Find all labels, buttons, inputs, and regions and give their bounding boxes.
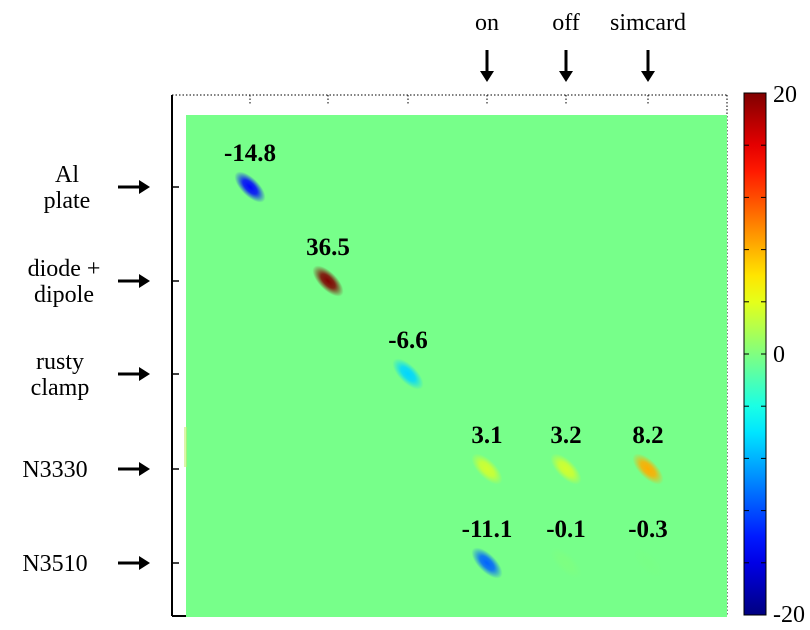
row-arrow-2 xyxy=(118,367,150,381)
column-label: off xyxy=(552,10,580,36)
column-arrow-0 xyxy=(480,50,494,82)
edge-artifact xyxy=(184,427,187,467)
heatmap-blob xyxy=(392,358,424,390)
labels-layer: -14.8 36.5 -6.6 3.1 3.2 8.2 -11.1 -0.1 -0.3 Al pla… xyxy=(22,10,686,577)
value-label: -6.6 xyxy=(388,327,428,354)
row-label: diode + dipole xyxy=(28,256,101,308)
column-arrow-1 xyxy=(559,50,573,82)
plot-area xyxy=(184,115,727,617)
column-label: simcard xyxy=(610,10,686,36)
row-arrow-0 xyxy=(118,180,150,194)
row-arrow-1 xyxy=(118,274,150,288)
heatmap-blob xyxy=(550,453,582,485)
colorbar-tick-label: 0 xyxy=(773,342,785,368)
column-arrow-2 xyxy=(641,50,655,82)
heatmap-blob xyxy=(632,547,664,579)
heatmap-background xyxy=(186,115,727,617)
value-label: -0.1 xyxy=(546,516,586,543)
value-label: 36.5 xyxy=(306,234,350,261)
row-label: rusty clamp xyxy=(31,349,90,401)
row-arrow-3 xyxy=(118,462,150,476)
colorbar: 20 0 -20 xyxy=(743,82,805,628)
row-label: N3330 xyxy=(22,457,87,483)
row-label: N3510 xyxy=(22,551,87,577)
value-label: 3.2 xyxy=(550,422,581,449)
row-arrow-4 xyxy=(118,556,150,570)
heatmap-blob xyxy=(471,453,503,485)
value-label: 8.2 xyxy=(632,422,663,449)
colorbar-tick-label: 20 xyxy=(773,82,797,108)
value-label: 3.1 xyxy=(471,422,502,449)
heatmap-blob xyxy=(632,453,664,485)
column-label: on xyxy=(475,10,499,36)
heatmap-blob xyxy=(312,265,344,297)
value-label: -11.1 xyxy=(462,516,513,543)
value-label: -0.3 xyxy=(628,516,668,543)
heatmap-blob xyxy=(550,547,582,579)
colorbar-tick-label: -20 xyxy=(773,602,805,628)
heatmap-blob xyxy=(234,171,266,203)
value-label: -14.8 xyxy=(224,140,276,167)
heatmap-blob xyxy=(471,547,503,579)
row-label: Al plate xyxy=(44,162,91,214)
